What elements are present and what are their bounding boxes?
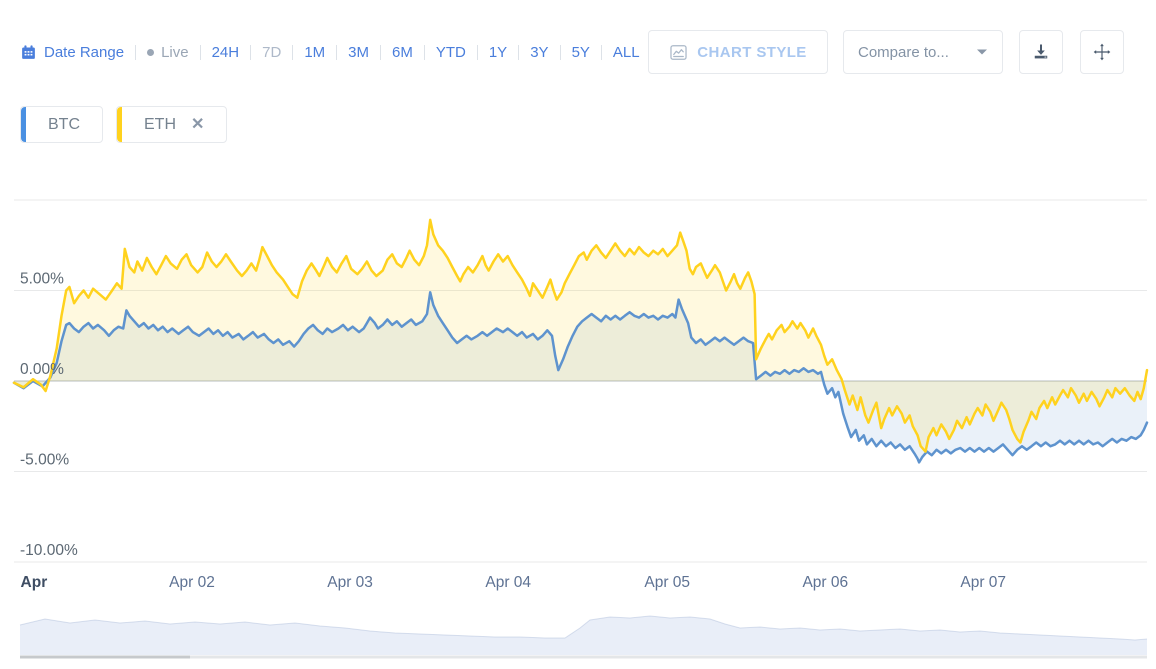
compare-label: Compare to... <box>858 43 949 61</box>
btc-line <box>12 291 1149 464</box>
range-3y[interactable]: 3Y <box>530 43 549 61</box>
divider <box>380 44 381 60</box>
divider <box>292 44 294 60</box>
line-chart-icon <box>670 44 687 60</box>
series-color-bar <box>21 107 26 142</box>
x-tick-label: Apr 02 <box>169 574 215 591</box>
navigator-edge <box>19 615 1148 641</box>
download-button[interactable] <box>1019 30 1063 74</box>
chart-style-button[interactable]: CHART STYLE <box>648 30 828 74</box>
y-tick-label: -10.00% <box>20 542 78 559</box>
divider <box>423 44 425 60</box>
series-tag-eth[interactable]: ETH ✕ <box>116 106 228 143</box>
toolbar: Date Range Live 24H 7D 1M 3M 6M YTD 1Y 3Y 5Y ALL <box>20 30 640 74</box>
y-tick-label: 0.00% <box>20 361 64 378</box>
navigator-scrollbar-thumb[interactable] <box>20 655 190 659</box>
range-1y[interactable]: 1Y <box>488 43 508 61</box>
y-tick-label: -5.00% <box>20 452 69 469</box>
eth-line <box>12 218 1149 453</box>
date-range-button[interactable]: Date Range <box>20 44 124 61</box>
divider <box>199 44 201 60</box>
close-icon[interactable]: ✕ <box>191 115 205 133</box>
series-tag-label: BTC <box>48 115 80 133</box>
range-5y[interactable]: 5Y <box>571 43 590 61</box>
eth-area <box>14 219 1147 452</box>
series-tags: BTC ETH ✕ <box>20 106 228 143</box>
divider <box>135 44 137 60</box>
live-toggle[interactable]: Live <box>147 44 189 61</box>
pan-button[interactable] <box>1080 30 1124 74</box>
x-tick-label: Apr 04 <box>485 574 531 591</box>
divider <box>336 44 338 60</box>
live-label: Live <box>161 43 189 61</box>
compare-dropdown[interactable]: Compare to... <box>843 30 1003 74</box>
series-color-bar <box>117 107 122 142</box>
divider <box>600 44 602 60</box>
range-selector: 24H 7D 1M 3M 6M YTD 1Y 3Y 5Y ALL <box>189 44 640 61</box>
divider <box>476 44 478 60</box>
series-tag-btc[interactable]: BTC <box>20 106 103 143</box>
range-1m[interactable]: 1M <box>304 43 326 61</box>
series-tag-label: ETH <box>144 115 176 133</box>
move-icon <box>1093 43 1111 61</box>
navigator-scrollbar-track[interactable] <box>20 655 1147 659</box>
x-tick-label: Apr 03 <box>327 574 373 591</box>
x-tick-label: Apr 07 <box>960 574 1006 591</box>
live-dot-icon <box>147 48 155 56</box>
x-tick-label: Apr <box>21 574 48 591</box>
download-icon <box>1034 44 1048 59</box>
y-tick-label: 5.00% <box>20 271 64 288</box>
caret-down-icon <box>977 49 987 55</box>
range-3m[interactable]: 3M <box>348 43 369 61</box>
x-tick-label: Apr 06 <box>802 574 848 591</box>
x-tick-label: Apr 05 <box>644 574 690 591</box>
chart-style-label: CHART STYLE <box>697 43 807 61</box>
range-6m[interactable]: 6M <box>392 43 413 61</box>
range-24h[interactable]: 24H <box>211 43 240 61</box>
range-all[interactable]: ALL <box>612 43 640 61</box>
btc-area <box>14 292 1147 463</box>
divider <box>518 44 520 60</box>
calendar-icon <box>22 44 35 59</box>
divider <box>559 44 561 60</box>
range-7d[interactable]: 7D <box>262 43 282 61</box>
date-range-label: Date Range <box>44 43 125 61</box>
range-ytd[interactable]: YTD <box>435 43 466 61</box>
navigator-area[interactable] <box>20 616 1147 655</box>
divider <box>250 44 252 60</box>
